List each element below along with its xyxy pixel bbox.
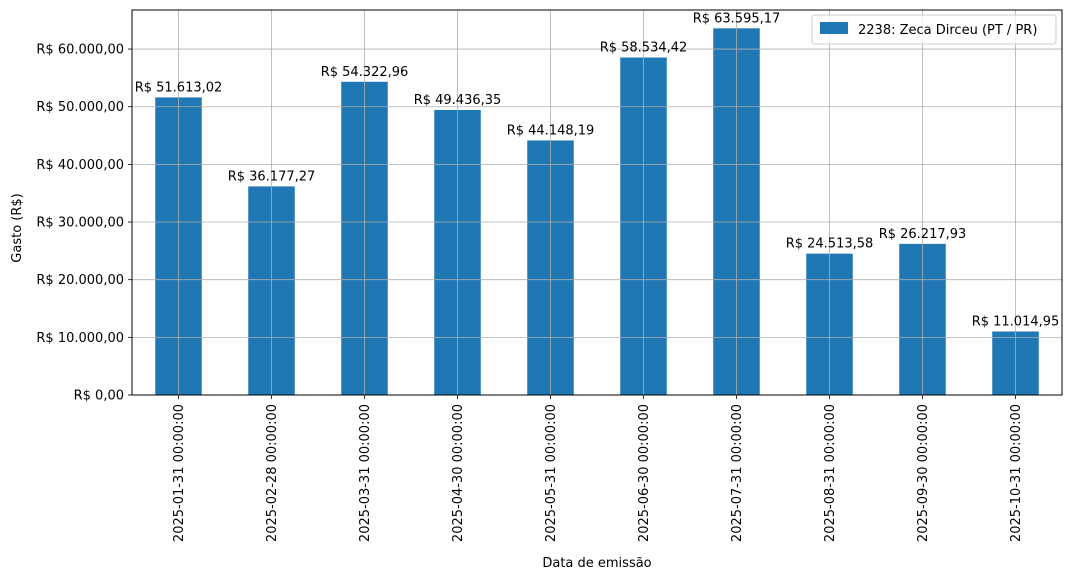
bar-value-labels: R$ 51.613,02 R$ 36.177,27 R$ 54.322,96 R$ 4… bbox=[135, 11, 1060, 329]
y-tick-label: R$ 10.000,00 bbox=[36, 331, 124, 346]
axes: R$ 0,00 R$ 10.000,00 R$ 20.000,00 R$ 30.000… bbox=[36, 9, 1063, 542]
bar-value-label: R$ 11.014,95 bbox=[972, 314, 1060, 329]
y-tick-label: R$ 30.000,00 bbox=[36, 216, 124, 231]
x-tick-label: 2025-03-31 00:00:00 bbox=[358, 404, 373, 542]
bar-value-label: R$ 49.436,35 bbox=[414, 93, 502, 108]
legend-swatch bbox=[820, 22, 848, 34]
x-tick-label: 2025-07-31 00:00:00 bbox=[730, 404, 745, 542]
bar-value-label: R$ 51.613,02 bbox=[135, 80, 223, 95]
legend-label: 2238: Zeca Dirceu (PT / PR) bbox=[858, 23, 1037, 38]
bar-value-label: R$ 54.322,96 bbox=[321, 65, 409, 80]
bar-value-label: R$ 36.177,27 bbox=[228, 169, 316, 184]
legend: 2238: Zeca Dirceu (PT / PR) bbox=[811, 14, 1057, 45]
bar-value-label: R$ 26.217,93 bbox=[879, 227, 967, 242]
bar-value-label: R$ 24.513,58 bbox=[786, 237, 874, 252]
x-tick-label: 2025-02-28 00:00:00 bbox=[265, 404, 280, 542]
x-tick-label: 2025-05-31 00:00:00 bbox=[544, 404, 559, 542]
bars bbox=[155, 28, 1039, 395]
bar-value-label: R$ 58.534,42 bbox=[600, 41, 688, 56]
plot-frame bbox=[131, 9, 1063, 396]
x-tick-label: 2025-08-31 00:00:00 bbox=[823, 404, 838, 542]
y-axis-label: Gasto (R$) bbox=[10, 193, 25, 262]
x-tick-label: 2025-09-30 00:00:00 bbox=[916, 404, 931, 542]
y-tick-label: R$ 50.000,00 bbox=[36, 100, 124, 115]
x-tick-label: 2025-01-31 00:00:00 bbox=[172, 404, 187, 542]
bar-value-label: R$ 63.595,17 bbox=[693, 11, 781, 26]
y-tick-label: R$ 40.000,00 bbox=[36, 158, 124, 173]
y-tick-label: R$ 60.000,00 bbox=[36, 43, 124, 58]
x-tick-label: 2025-06-30 00:00:00 bbox=[637, 404, 652, 542]
y-tick-label: R$ 0,00 bbox=[74, 389, 124, 404]
x-axis-label: Data de emissão bbox=[542, 556, 651, 571]
legend-box bbox=[811, 14, 1057, 45]
x-tick-label: 2025-10-31 00:00:00 bbox=[1009, 404, 1024, 542]
bar-value-label: R$ 44.148,19 bbox=[507, 123, 595, 138]
x-tick-label: 2025-04-30 00:00:00 bbox=[451, 404, 466, 542]
y-tick-label: R$ 20.000,00 bbox=[36, 273, 124, 288]
